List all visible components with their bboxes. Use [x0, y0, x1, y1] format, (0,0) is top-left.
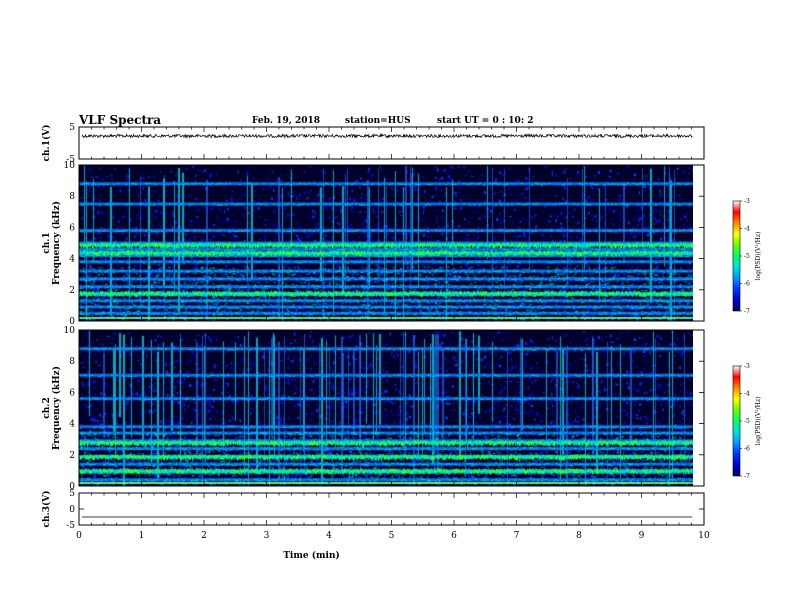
spectrogram-canvas [79, 330, 693, 486]
y-tick-label: -5 [66, 155, 75, 165]
x-tick-label: 3 [264, 531, 270, 541]
x-tick-label: 9 [639, 531, 645, 541]
y-tick-label: 10 [64, 161, 76, 171]
colorbar-tick-label: -5 [744, 418, 750, 425]
spectrogram-canvas [79, 165, 693, 321]
panels-content [79, 133, 741, 518]
y-tick-label: 5 [69, 489, 75, 499]
y-tick-label: 4 [69, 420, 75, 430]
x-tick-label: 6 [451, 531, 457, 541]
spectrogram-image [79, 165, 693, 321]
colorbar-tick-label: -7 [744, 473, 750, 480]
spectrogram-ylabel: Frequency (kHz) [51, 201, 62, 285]
plot-title: VLF Spectra [79, 113, 162, 127]
y-tick-label: 0 [69, 482, 75, 492]
waveform-trace [81, 133, 693, 139]
y-tick-label: 5 [69, 123, 75, 133]
x-tick-label: 10 [698, 531, 710, 541]
spectrogram-ylabel: Frequency (kHz) [51, 366, 62, 450]
colorbar-tick-label: -6 [744, 446, 750, 453]
colorbar-tick-label: -3 [744, 198, 750, 205]
colorbar-label: log(PSD)(V²/Hz) [755, 232, 762, 281]
colorbar [732, 200, 741, 312]
colorbar-label: log(PSD)(V²/Hz) [755, 397, 762, 446]
y-tick-label: 10 [64, 326, 76, 336]
x-tick-label: 8 [576, 531, 582, 541]
y-tick-label: 6 [69, 388, 75, 398]
y-tick-label: 0 [69, 317, 75, 327]
colorbar-tick-label: -5 [744, 253, 750, 260]
colorbar-tick-label: -3 [744, 363, 750, 370]
y-tick-label: 2 [69, 286, 75, 296]
x-tick-label: 1 [139, 531, 145, 541]
y-tick-label: 8 [69, 357, 75, 367]
x-tick-label: 2 [201, 531, 207, 541]
spectrogram-channel-label: ch.1 [42, 232, 52, 253]
y-tick-label: 2 [69, 451, 75, 461]
y-tick-label: -5 [66, 521, 75, 531]
x-tick-label: 4 [326, 531, 332, 541]
station-label: station=HUS [345, 116, 411, 126]
spectrogram-channel-label: ch.2 [42, 397, 52, 418]
colorbar-tick-label: -7 [744, 308, 750, 315]
x-axis-label: Time (min) [283, 550, 340, 561]
axis-ticks [78, 126, 742, 526]
colorbar-tick-label: -4 [744, 226, 750, 233]
waveform-ylabel: ch.3(V) [41, 491, 52, 528]
y-tick-label: 6 [69, 223, 75, 233]
spectrogram-image [79, 330, 693, 486]
colorbar-tick-label: -6 [744, 281, 750, 288]
x-tick-label: 0 [76, 531, 82, 541]
date-label: Feb. 19, 2018 [252, 116, 321, 126]
y-tick-label: 8 [69, 192, 75, 202]
start-ut-label: start UT = 0 : 10: 2 [437, 116, 534, 126]
colorbar [732, 365, 741, 477]
x-tick-label: 7 [514, 531, 520, 541]
waveform-ylabel: ch.1(V) [41, 125, 52, 162]
y-tick-label: 4 [69, 255, 75, 265]
x-tick-label: 5 [389, 531, 395, 541]
colorbar-tick-label: -4 [744, 391, 750, 398]
y-tick-label: 0 [69, 505, 75, 515]
